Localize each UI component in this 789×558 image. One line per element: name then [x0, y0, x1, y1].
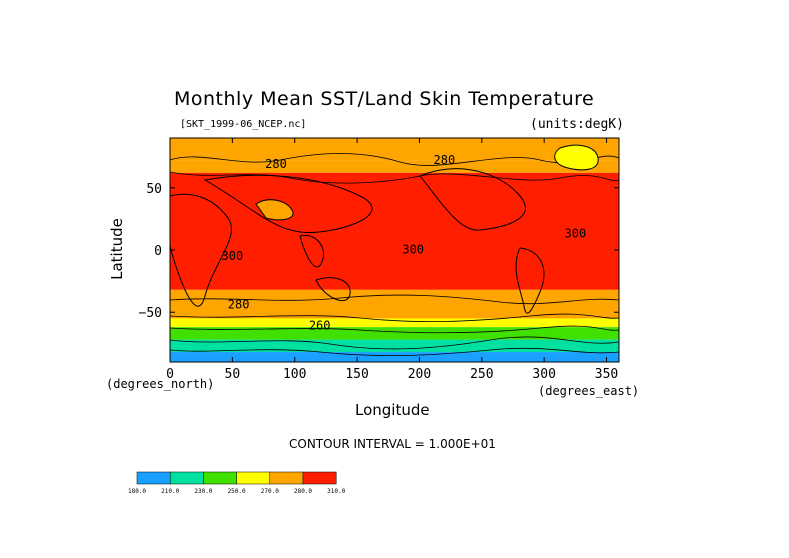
contour-line-4 [169, 325, 620, 334]
zone-band-2 [170, 172, 619, 290]
zone-band-0 [170, 138, 619, 161]
landmass-outline-4 [419, 168, 526, 231]
colorbar-level-5: 280.0 [294, 488, 312, 495]
x-tick-label-2: 100 [283, 367, 306, 382]
contour-line-3 [169, 313, 620, 323]
x-tick-label-6: 300 [532, 367, 555, 382]
zone-band-5 [170, 327, 619, 340]
contour-line-5 [169, 336, 620, 350]
colorbar-level-0: 180.0 [128, 488, 146, 495]
contour-label-2: 300 [222, 249, 244, 263]
tibet-patch [255, 199, 294, 221]
colorbar-swatch-3 [236, 471, 271, 485]
x-tick-label-3: 150 [345, 367, 368, 382]
x-tick-label-0: 0 [166, 367, 174, 382]
chart-title: Monthly Mean SST/Land Skin Temperature [174, 88, 595, 110]
x-tick-label-4: 200 [408, 367, 431, 382]
colorbar-level-1: 210.0 [161, 488, 179, 495]
units-label: (units:degK) [530, 117, 624, 132]
landmass-outline-5 [515, 247, 545, 314]
colorbar-level-4: 270.0 [261, 488, 279, 495]
x-tick-label-5: 250 [470, 367, 493, 382]
colorbar-swatch-4 [269, 471, 304, 485]
greenland-cold-patch [554, 144, 599, 171]
contour-label-1: 280 [434, 153, 456, 167]
landmass-outline-1 [203, 174, 373, 234]
colorbar-level-3: 250.0 [228, 488, 246, 495]
contour-label-4: 300 [565, 227, 587, 241]
x-tick-label-7: 350 [595, 367, 618, 382]
contour-label-5: 280 [228, 297, 250, 311]
landmass-outline-2 [299, 234, 324, 268]
contour-line-2 [169, 294, 620, 305]
dataset-label: [SKT_1999-06_NCEP.nc] [180, 119, 307, 130]
zone-band-1 [170, 160, 619, 173]
y-unit-label: (degrees_north) [106, 377, 215, 391]
contour-interval-note: CONTOUR INTERVAL = 1.000E+01 [289, 437, 496, 451]
zone-band-7 [170, 352, 619, 362]
colorbar-swatch-0 [136, 471, 171, 485]
y-tick-label-1: 0 [154, 244, 162, 259]
colorbar-swatch-2 [203, 471, 237, 485]
contour-label-6: 260 [309, 319, 331, 333]
colorbar-swatch-1 [169, 471, 204, 485]
y-tick-label-2: −50 [139, 306, 162, 321]
colorbar-swatch-5 [302, 471, 337, 485]
zone-band-3 [170, 289, 619, 319]
y-tick-label-0: 50 [146, 182, 162, 197]
colorbar-level-6: 310.0 [327, 488, 345, 495]
contour-label-0: 280 [265, 157, 287, 171]
contour-label-3: 300 [402, 243, 424, 257]
x-tick-label-1: 50 [225, 367, 241, 382]
x-axis-title: Longitude [355, 401, 430, 419]
landmass-outline-0 [169, 193, 232, 307]
zone-band-4 [170, 318, 619, 328]
x-unit-label: (degrees_east) [538, 384, 640, 398]
contour-line-6 [169, 347, 620, 357]
colorbar-level-2: 230.0 [194, 488, 212, 495]
landmass-outline-3 [315, 277, 351, 301]
